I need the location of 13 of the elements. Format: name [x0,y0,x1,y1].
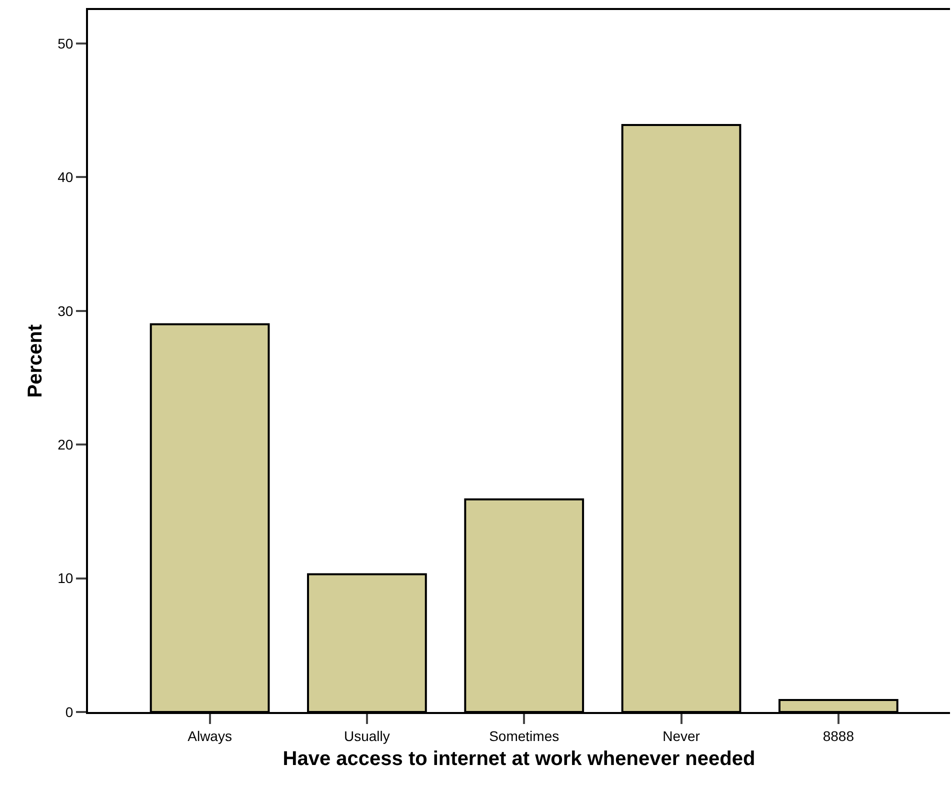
y-tick-label: 40 [58,169,74,186]
y-tick-label: 20 [58,436,74,452]
x-tick-label: Always [188,728,232,744]
y-axis-title: Percent [24,324,47,398]
x-tick-label: Sometimes [489,728,560,744]
x-tick-label: 8888 [822,728,854,744]
x-axis-title: Have access to internet at work whenever needed [282,748,756,770]
y-tick-label: 50 [58,35,74,52]
x-tick-label: Usually [344,728,390,744]
y-tick-label: 30 [58,302,74,319]
y-tick-label: 0 [65,704,74,720]
x-tick-label: Never [662,728,700,744]
y-tick-label: 10 [58,570,74,586]
